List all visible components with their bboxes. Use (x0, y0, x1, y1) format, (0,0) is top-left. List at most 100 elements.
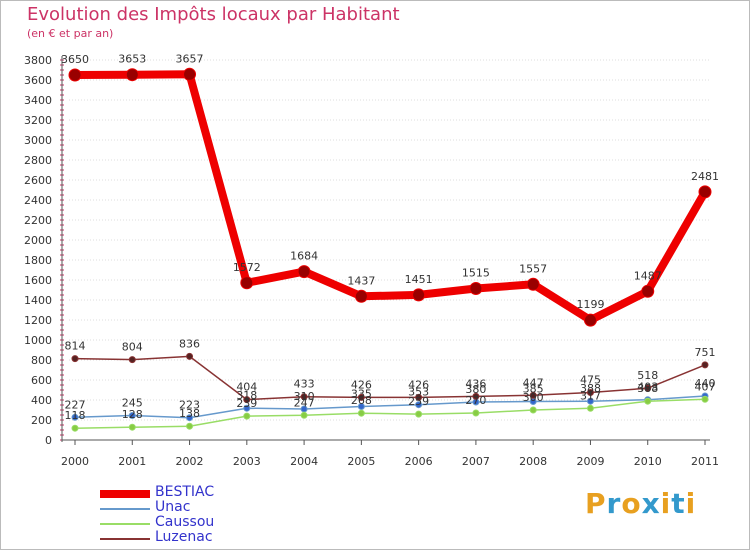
y-tick-label: 2000 (24, 234, 52, 247)
data-label-bestiac: 3657 (176, 52, 204, 65)
data-label-bestiac: 1515 (462, 267, 490, 280)
y-tick-label: 1200 (24, 314, 52, 327)
data-label-caussou: 300 (523, 391, 544, 404)
data-point-unac (415, 401, 423, 409)
y-tick-label: 1800 (24, 254, 52, 267)
data-point-unac (243, 404, 251, 412)
data-label-unac: 318 (236, 389, 257, 402)
x-tick-label: 2009 (576, 455, 604, 468)
data-label-caussou: 128 (122, 408, 143, 421)
data-label-luzenac: 447 (523, 376, 544, 389)
data-label-unac: 310 (294, 390, 315, 403)
data-point-bestiac (469, 282, 483, 295)
series-line-bestiac (74, 70, 709, 325)
data-label-luzenac: 404 (236, 381, 257, 394)
data-label-luzenac: 426 (351, 378, 372, 391)
data-label-bestiac: 3653 (118, 53, 146, 66)
x-tick-label: 2008 (519, 455, 547, 468)
data-label-luzenac: 475 (580, 374, 601, 387)
legend-label: Unac (155, 499, 191, 515)
data-label-bestiac: 1557 (519, 262, 547, 275)
data-point-luzenac (243, 396, 251, 404)
logo-letter: i (660, 487, 672, 520)
x-tick-label: 2006 (405, 455, 433, 468)
data-label-luzenac: 804 (122, 341, 143, 354)
chart-title: Evolution des Impôts locaux par Habitant (27, 4, 400, 25)
proxiti-logo: Proxiti (585, 487, 696, 520)
data-point-bestiac (125, 68, 139, 82)
y-tick-label: 200 (31, 414, 52, 427)
data-point-bestiac (412, 288, 426, 302)
y-tick-label: 3600 (24, 74, 52, 87)
data-point-caussou (644, 397, 652, 405)
y-tick-label: 400 (31, 394, 52, 407)
legend-label: BESTIAC (155, 484, 215, 500)
series-line-luzenac (74, 355, 706, 401)
data-point-caussou (472, 409, 480, 417)
data-point-bestiac (354, 289, 368, 303)
data-label-unac: 227 (65, 398, 86, 411)
chart-subtitle: (en € et par an) (27, 27, 114, 40)
x-tick-label: 2011 (691, 455, 719, 468)
series-line-unac (74, 395, 706, 419)
data-point-luzenac (186, 352, 194, 360)
legend-item-bestiac: BESTIAC (100, 484, 300, 501)
y-tick-label: 2200 (24, 214, 52, 227)
data-label-caussou: 118 (65, 409, 86, 422)
data-point-luzenac (357, 393, 365, 401)
data-label-caussou: 268 (351, 394, 372, 407)
data-point-luzenac (472, 392, 480, 400)
legend-swatch (100, 523, 150, 525)
data-label-caussou: 138 (179, 407, 200, 420)
data-point-bestiac (240, 276, 254, 290)
legend-label: Luzenac (155, 529, 213, 545)
data-label-unac: 440 (695, 377, 716, 390)
data-label-luzenac: 426 (408, 378, 429, 391)
legend-swatch (100, 490, 150, 498)
logo-letter: P (585, 487, 607, 520)
data-label-bestiac: 1451 (405, 273, 433, 286)
data-point-luzenac (415, 393, 423, 401)
data-point-caussou (186, 422, 194, 430)
logo-letter: r (606, 487, 622, 520)
data-point-bestiac (297, 265, 311, 279)
data-label-unac: 388 (580, 382, 601, 395)
x-tick-label: 2007 (462, 455, 490, 468)
y-tick-label: 600 (31, 374, 52, 387)
data-label-unac: 335 (351, 388, 372, 401)
data-label-bestiac: 2481 (691, 170, 719, 183)
data-point-bestiac (698, 185, 712, 199)
x-tick-label: 2010 (634, 455, 662, 468)
data-point-caussou (586, 404, 594, 412)
data-label-caussou: 407 (695, 380, 716, 393)
data-point-unac (71, 413, 79, 421)
x-tick-label: 2004 (290, 455, 318, 468)
data-label-luzenac: 436 (465, 377, 486, 390)
data-point-luzenac (71, 355, 79, 363)
legend-swatch (100, 538, 150, 540)
data-point-caussou (529, 406, 537, 414)
y-tick-label: 3200 (24, 114, 52, 127)
y-tick-label: 800 (31, 354, 52, 367)
data-label-unac: 385 (523, 383, 544, 396)
y-tick-label: 1400 (24, 294, 52, 307)
y-tick-label: 1600 (24, 274, 52, 287)
data-point-caussou (357, 409, 365, 417)
legend-item-caussou: Caussou (100, 515, 300, 531)
data-point-unac (128, 412, 136, 419)
data-point-caussou (71, 424, 79, 432)
logo-letter: x (641, 487, 661, 520)
data-label-bestiac: 1572 (233, 261, 261, 274)
data-label-bestiac: 1437 (347, 274, 375, 287)
data-label-unac: 403 (637, 381, 658, 394)
data-point-luzenac (300, 393, 308, 401)
data-point-unac (186, 414, 194, 422)
y-tick-label: 2400 (24, 194, 52, 207)
y-tick-label: 2600 (24, 174, 52, 187)
data-point-caussou (701, 395, 709, 403)
data-label-caussou: 259 (408, 395, 429, 408)
data-point-caussou (243, 412, 251, 420)
data-point-luzenac (586, 389, 594, 396)
data-point-bestiac (68, 68, 82, 82)
